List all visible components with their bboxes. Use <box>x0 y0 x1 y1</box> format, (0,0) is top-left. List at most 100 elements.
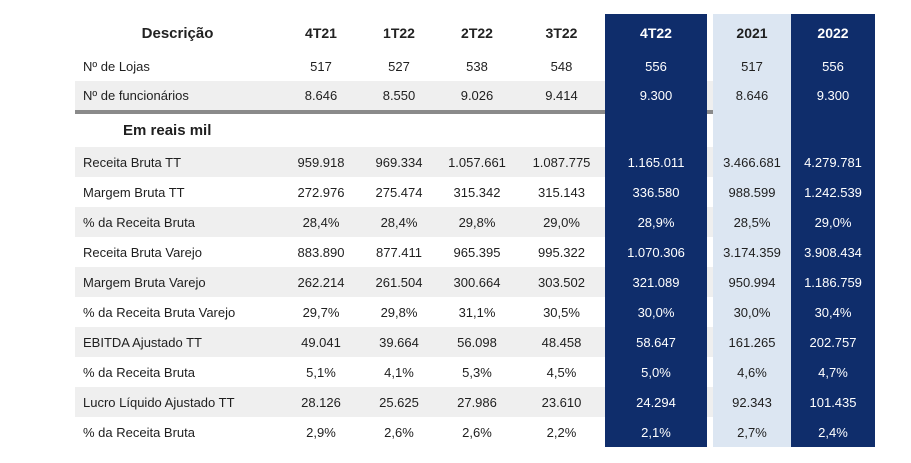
header-4t22: 4T22 <box>605 14 707 52</box>
cell-4t21: 2,9% <box>306 424 336 440</box>
cell-4t22: 321.089 <box>605 267 707 297</box>
cell-2021: 28,5% <box>713 207 791 237</box>
cell-4t21: 8.646 <box>280 81 362 110</box>
cell-2021: 2,7% <box>713 417 791 447</box>
column-gap <box>707 177 713 207</box>
cell-2021: 517 <box>713 52 791 81</box>
row-label: Margem Bruta TT <box>83 184 185 200</box>
section-cell <box>713 114 791 147</box>
table-row: Margem Bruta TT 272.976 275.474 315.342 315.… <box>75 177 875 207</box>
column-gap <box>707 327 713 357</box>
header-descricao: Descrição <box>141 24 214 42</box>
cell-2022: 4,7% <box>791 357 875 387</box>
column-gap <box>707 237 713 267</box>
cell-2021: 161.265 <box>713 327 791 357</box>
section-title: Em reais mil <box>123 122 212 139</box>
column-gap <box>707 387 713 417</box>
row-label: % da Receita Bruta Varejo <box>83 304 236 320</box>
section-cell <box>436 114 518 147</box>
cell-3t22: 1.087.775 <box>518 147 605 177</box>
column-gap <box>707 147 713 177</box>
row-label: EBITDA Ajustado TT <box>75 327 280 357</box>
separator-cell <box>436 110 518 114</box>
table-body: Nº de Lojas 517 527 538 548 556 517 556 Nº de fu… <box>75 52 875 447</box>
cell-2022: 29,0% <box>791 207 875 237</box>
cell-4t21: 49.041 <box>280 327 362 357</box>
cell-3t22: 315.143 <box>538 184 585 200</box>
header-2022: 2022 <box>791 14 875 52</box>
cell-4t22: 1.165.011 <box>605 147 707 177</box>
cell-2t22: 538 <box>466 59 488 74</box>
cell-2022: 9.300 <box>791 81 875 110</box>
cell-1t22: 28,4% <box>362 207 436 237</box>
cell-1t22: 261.504 <box>362 267 436 297</box>
separator-cell <box>280 110 362 114</box>
section-cell <box>605 114 707 147</box>
cell-2021: 4,6% <box>713 357 791 387</box>
cell-2022: 1.242.539 <box>791 177 875 207</box>
cell-1t22: 4,1% <box>384 364 414 380</box>
cell-1t22: 275.474 <box>375 184 423 200</box>
cell-2t22: 300.664 <box>436 267 518 297</box>
row-label: Receita Bruta Varejo <box>83 244 202 260</box>
cell-2t22: 27.986 <box>436 387 518 417</box>
column-gap <box>707 81 713 110</box>
row-label: % da Receita Bruta <box>75 207 280 237</box>
column-gap <box>707 357 713 387</box>
table-row: % da Receita Bruta 2,9% 2,6% 2,6% 2,2% 2,1% 2,… <box>75 417 875 447</box>
separator-cell <box>707 110 713 114</box>
row-label: Receita Bruta TT <box>75 147 280 177</box>
column-gap <box>707 207 713 237</box>
cell-2022: 101.435 <box>791 387 875 417</box>
cell-2t22: 2,6% <box>462 424 492 440</box>
cell-2t22: 9.026 <box>436 81 518 110</box>
section-cell <box>791 114 875 147</box>
table-row: Margem Bruta Varejo 262.214 261.504 300.664… <box>75 267 875 297</box>
cell-3t22: 995.322 <box>538 244 585 260</box>
table-row: Nº de Lojas 517 527 538 548 556 517 556 <box>75 52 875 81</box>
cell-2t22: 5,3% <box>462 364 492 380</box>
table-row: % da Receita Bruta 5,1% 4,1% 5,3% 4,5% 5,0% 4,… <box>75 357 875 387</box>
header-2021: 2021 <box>713 14 791 52</box>
cell-4t22: 28,9% <box>605 207 707 237</box>
cell-3t22: 30,5% <box>543 304 580 320</box>
cell-4t22: 30,0% <box>605 297 707 327</box>
cell-2022: 4.279.781 <box>791 147 875 177</box>
column-gap <box>707 14 713 52</box>
cell-4t21: 262.214 <box>280 267 362 297</box>
cell-4t21: 29,7% <box>302 304 340 320</box>
cell-2t22: 965.395 <box>453 244 501 260</box>
cell-2t22: 31,1% <box>458 304 496 320</box>
header-2t22: 2T22 <box>461 25 493 41</box>
section-cell <box>707 114 713 147</box>
column-gap <box>707 267 713 297</box>
cell-2021: 988.599 <box>713 177 791 207</box>
column-gap <box>707 52 713 81</box>
cell-2022: 2,4% <box>791 417 875 447</box>
table-row: Receita Bruta TT 959.918 969.334 1.057.661 1… <box>75 147 875 177</box>
cell-2022: 202.757 <box>791 327 875 357</box>
cell-1t22: 2,6% <box>384 424 414 440</box>
cell-3t22: 548 <box>550 59 573 74</box>
cell-2022: 30,4% <box>791 297 875 327</box>
header-1t22: 1T22 <box>383 25 415 41</box>
header-3t22: 3T22 <box>545 25 578 41</box>
cell-2022: 3.908.434 <box>791 237 875 267</box>
cell-4t22: 556 <box>605 52 707 81</box>
cell-4t22: 9.300 <box>605 81 707 110</box>
separator-cell <box>605 110 707 114</box>
row-label: Margem Bruta Varejo <box>75 267 280 297</box>
separator-cell <box>791 110 875 114</box>
cell-1t22: 8.550 <box>362 81 436 110</box>
cell-4t21: 28,4% <box>280 207 362 237</box>
cell-4t21: 272.976 <box>297 184 345 200</box>
column-gap <box>707 297 713 327</box>
cell-3t22: 23.610 <box>518 387 605 417</box>
cell-1t22: 25.625 <box>362 387 436 417</box>
cell-1t22: 527 <box>388 59 410 74</box>
section-cell <box>362 114 436 147</box>
separator-cell <box>713 110 791 114</box>
cell-2t22: 315.342 <box>453 184 501 200</box>
table-row: % da Receita Bruta 28,4% 28,4% 29,8% 29,0% 28… <box>75 207 875 237</box>
cell-2021: 30,0% <box>713 297 791 327</box>
